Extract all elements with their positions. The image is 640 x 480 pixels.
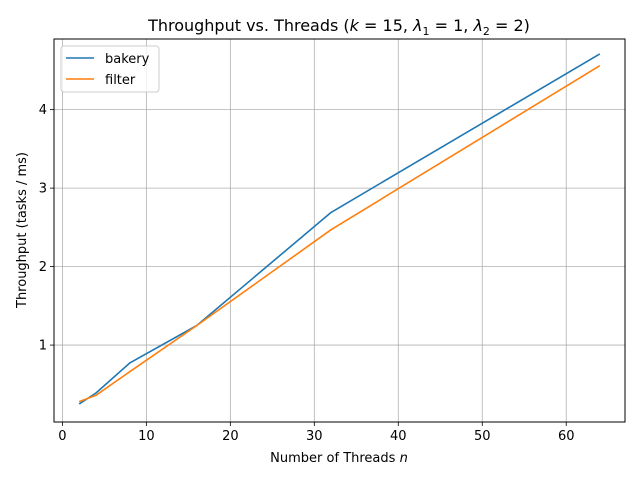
legend-label-bakery: bakery bbox=[105, 52, 150, 67]
series-line-filter bbox=[78, 65, 601, 403]
legend-label-filter: filter bbox=[105, 73, 136, 88]
x-tick-label: 50 bbox=[474, 429, 491, 444]
grid bbox=[54, 39, 625, 422]
x-tick-label: 40 bbox=[390, 429, 407, 444]
chart-title: Throughput vs. Threads (k = 15, λ1 = 1, … bbox=[147, 16, 530, 38]
x-tick-label: 20 bbox=[222, 429, 239, 444]
x-tick-label: 60 bbox=[558, 429, 575, 444]
x-axis-label: Number of Threads n bbox=[270, 451, 408, 466]
y-tick-label: 1 bbox=[39, 339, 47, 354]
plot-frame bbox=[53, 38, 626, 423]
legend: bakery filter bbox=[60, 45, 160, 93]
x-tick-label: 30 bbox=[306, 429, 323, 444]
y-tick-label: 4 bbox=[39, 103, 47, 118]
x-tick-label: 0 bbox=[58, 429, 66, 444]
y-tick-label: 2 bbox=[39, 260, 47, 275]
series-lines bbox=[78, 53, 601, 405]
y-tick-label: 3 bbox=[39, 182, 47, 197]
axis-ticks: 0 10 20 30 40 50 60 1 2 3 4 bbox=[39, 103, 575, 444]
series-line-bakery bbox=[78, 53, 601, 405]
x-tick-label: 10 bbox=[138, 429, 155, 444]
y-axis-label: Throughput (tasks / ms) bbox=[15, 152, 30, 309]
